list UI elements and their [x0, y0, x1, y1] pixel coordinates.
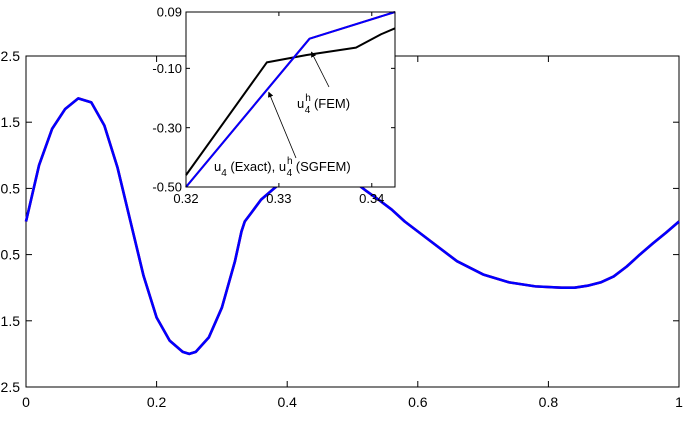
main-x-tick-label: 0.4: [277, 394, 297, 410]
inset-series-line-2: [185, 11, 396, 188]
exact-sgfem-annotation-label: u4 (Exact), uh 4 (SGFEM): [214, 156, 351, 179]
exact-sgfem-annotation-arrow: [268, 91, 297, 159]
main-x-tick-label: 0.2: [147, 394, 167, 410]
main-y-tick-label: 2.5: [1, 379, 21, 395]
inset-x-tick-label: 0.32: [173, 191, 198, 206]
inset-x-tick-label: 0.34: [359, 191, 384, 206]
inset-series-line-0: [185, 27, 396, 176]
main-y-axis-ticks: 2.5 1.5 0.5 0.5 1.5 2.5: [1, 48, 679, 395]
main-y-tick-label: 1.5: [1, 114, 21, 130]
main-x-tick-label: 0: [22, 394, 30, 410]
inset-series-lines: [185, 11, 396, 188]
fem-annotation-arrow: [311, 51, 330, 88]
main-x-axis-ticks: 0 0.2 0.4 0.6 0.8 1: [22, 56, 683, 410]
inset-plot-frame: [185, 11, 396, 188]
inset-x-tick-label: 0.33: [266, 191, 291, 206]
inset-plot: 0.32 0.33 0.34 0.09 -0.10 -0.30 -0.50 uh 4 (FE…: [152, 5, 396, 206]
main-y-tick-label: 2.5: [1, 48, 21, 64]
inset-y-tick-label: -0.30: [152, 120, 182, 135]
inset-x-axis-ticks: 0.32 0.33 0.34: [173, 12, 384, 206]
main-x-tick-label: 0.6: [408, 394, 428, 410]
main-x-tick-label: 1: [675, 394, 683, 410]
main-y-tick-label: 0.5: [1, 247, 21, 263]
inset-annotations: uh 4 (FEM) u4 (Exact), uh 4 (SGFEM): [214, 51, 351, 179]
inset-y-tick-label: -0.50: [152, 180, 182, 195]
inset-y-tick-label: -0.10: [152, 61, 182, 76]
inset-y-axis-ticks: 0.09 -0.10 -0.30 -0.50: [152, 5, 395, 195]
inset-background: [186, 12, 395, 187]
inset-y-tick-label: 0.09: [157, 5, 182, 20]
fem-annotation-label: uh 4 (FEM): [297, 93, 350, 116]
main-y-tick-label: 1.5: [1, 313, 21, 329]
main-y-tick-label: 0.5: [1, 180, 21, 196]
main-x-tick-label: 0.8: [539, 394, 559, 410]
